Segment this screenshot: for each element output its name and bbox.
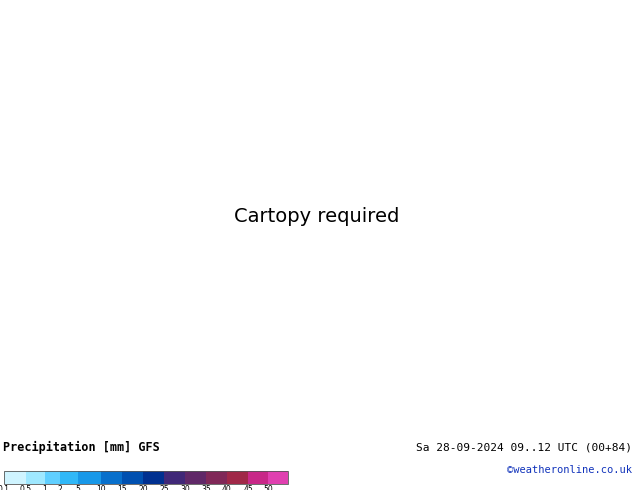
Text: 50: 50	[263, 486, 273, 490]
Bar	[206, 471, 227, 484]
Text: 0.5: 0.5	[20, 486, 32, 490]
Text: 1: 1	[42, 486, 48, 490]
Text: 40: 40	[222, 486, 232, 490]
Text: 25: 25	[159, 486, 169, 490]
Bar	[4, 471, 288, 484]
Text: 45: 45	[243, 486, 253, 490]
Bar	[164, 471, 185, 484]
Bar	[268, 471, 288, 484]
Text: 2: 2	[58, 486, 62, 490]
Bar	[101, 471, 122, 484]
Bar	[26, 471, 45, 484]
Bar	[122, 471, 143, 484]
Bar	[248, 471, 268, 484]
Text: Precipitation [mm] GFS: Precipitation [mm] GFS	[3, 441, 160, 454]
Bar	[4, 471, 26, 484]
Text: ©weatheronline.co.uk: ©weatheronline.co.uk	[507, 465, 632, 475]
Text: 30: 30	[180, 486, 190, 490]
Text: 0.1: 0.1	[0, 486, 10, 490]
Text: 35: 35	[201, 486, 211, 490]
Text: 15: 15	[117, 486, 127, 490]
Text: Sa 28-09-2024 09..12 UTC (00+84): Sa 28-09-2024 09..12 UTC (00+84)	[416, 443, 632, 453]
Text: 5: 5	[75, 486, 81, 490]
Bar	[60, 471, 78, 484]
Bar	[45, 471, 60, 484]
Bar	[185, 471, 206, 484]
Bar	[78, 471, 101, 484]
Bar	[143, 471, 164, 484]
Bar	[227, 471, 248, 484]
Text: 10: 10	[96, 486, 106, 490]
Text: Cartopy required: Cartopy required	[235, 207, 399, 226]
Text: 20: 20	[138, 486, 148, 490]
